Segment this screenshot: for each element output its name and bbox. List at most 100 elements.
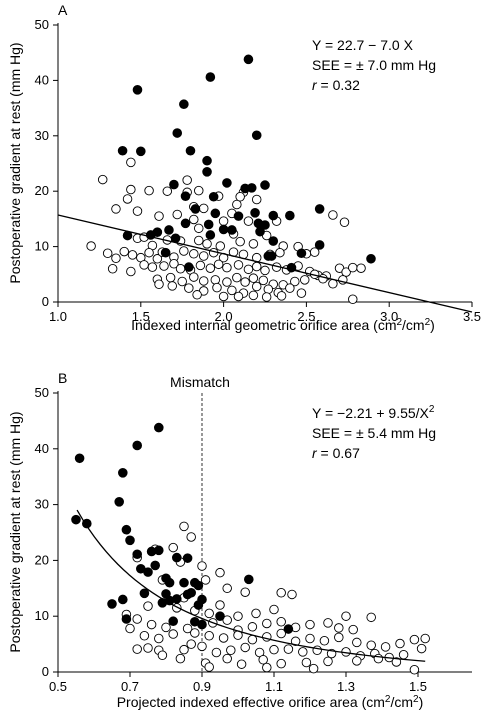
open-data-point [177, 276, 187, 287]
open-data-point [111, 204, 121, 214]
filled-data-point [180, 191, 191, 201]
open-data-point [197, 561, 207, 571]
open-data-point [127, 250, 138, 260]
open-data-point [366, 612, 376, 623]
open-data-point [222, 262, 232, 273]
filled-data-point [202, 155, 212, 166]
filled-data-point [118, 594, 128, 605]
open-data-point [226, 645, 236, 655]
open-data-point [139, 630, 150, 641]
panel-a-regression-line [57, 214, 473, 313]
filled-data-point [169, 179, 179, 190]
open-data-point [205, 263, 216, 273]
open-data-point [222, 653, 232, 664]
open-data-point [248, 239, 259, 249]
panel-b-equation: Y = −2.21 + 9.55/X2 [312, 404, 435, 421]
open-data-point [308, 663, 319, 674]
open-data-point [251, 281, 262, 292]
open-data-point [391, 657, 402, 667]
open-data-point [167, 281, 178, 291]
open-data-point [334, 632, 344, 643]
open-data-point [222, 277, 232, 287]
open-data-point [380, 642, 391, 652]
panel-a-x-tick-label: 3.5 [463, 309, 481, 324]
open-data-point [197, 641, 207, 652]
open-data-point [248, 273, 259, 283]
filled-data-point [186, 587, 196, 598]
filled-data-point [251, 130, 262, 141]
open-data-point [179, 521, 189, 532]
open-data-point [395, 638, 405, 649]
filled-data-point [179, 577, 189, 588]
open-data-point [144, 247, 154, 258]
open-data-point [179, 644, 189, 655]
filled-data-point [172, 552, 182, 563]
filled-data-point [205, 230, 216, 240]
open-data-point [276, 588, 286, 598]
open-data-point [122, 194, 133, 204]
filled-data-point [215, 611, 225, 622]
filled-data-point [260, 220, 270, 230]
open-data-point [233, 291, 244, 302]
open-data-point [247, 622, 258, 632]
filled-data-point [222, 178, 232, 188]
panel-a-y-tick-label: 0 [42, 294, 49, 309]
panel-b-axes: 0 10 20 30 40 50 0.5 0.7 0.9 1.1 1.3 1.5 [35, 385, 472, 694]
open-data-point [132, 206, 143, 216]
filled-data-point [160, 247, 171, 258]
open-data-point [102, 248, 113, 258]
open-data-point [232, 199, 242, 210]
panel-b-x-axis-title: Projected indexed effective orifice area… [117, 694, 424, 710]
panel-b-y-tick-label: 30 [35, 497, 49, 512]
panel-a-y-tick-label: 50 [35, 17, 49, 32]
panel-a-x-tick-label: 2.5 [297, 309, 315, 324]
open-data-point [186, 639, 196, 649]
open-data-point [143, 601, 153, 611]
panel-b-x-tick-label: 0.5 [49, 679, 67, 694]
open-data-point [312, 645, 322, 655]
open-data-point [305, 633, 315, 644]
open-data-point [235, 191, 245, 202]
open-data-point [398, 649, 409, 660]
filled-data-point [190, 204, 201, 214]
open-data-point [144, 185, 154, 196]
open-data-point [285, 283, 295, 293]
open-data-point [194, 235, 204, 246]
panel-a-axes: 0 10 20 30 40 50 1.0 1.5 2.0 2.5 3.0 3.5 [35, 17, 482, 324]
open-data-point [341, 267, 351, 277]
filled-data-point [244, 574, 254, 585]
open-data-point [146, 619, 157, 630]
panel-b-r-label: r [312, 445, 318, 461]
open-data-point [204, 662, 214, 672]
open-data-point [296, 288, 307, 298]
open-data-point [198, 251, 209, 261]
filled-data-point [268, 210, 279, 221]
open-data-point [276, 617, 286, 627]
open-data-point [202, 239, 212, 249]
filled-data-point [184, 262, 194, 272]
open-data-point [420, 633, 430, 644]
filled-data-point [296, 248, 307, 259]
panel-b-x-tick-label: 0.9 [193, 679, 211, 694]
filled-data-point [233, 211, 244, 221]
open-data-point [261, 292, 272, 302]
panel-a-y-tick-label: 10 [35, 239, 49, 254]
open-data-point [222, 615, 232, 625]
open-data-point [168, 542, 178, 553]
open-data-point [258, 275, 269, 286]
open-data-point [356, 263, 366, 273]
filled-data-point [150, 560, 160, 571]
panel-a-letter: A [58, 2, 68, 18]
open-data-point [215, 600, 225, 610]
open-data-point [111, 253, 121, 263]
open-data-point [211, 647, 222, 658]
open-data-point [283, 644, 294, 654]
open-data-point [194, 185, 204, 196]
filled-data-point [314, 240, 325, 250]
panel-b-y-tick-label: 50 [35, 385, 49, 400]
panel-a-y-axis-title: Postoperative gradient at rest (mm Hg) [7, 42, 23, 283]
panel-b-x-tick-label: 1.1 [265, 679, 283, 694]
panel-a-r-value: = 0.32 [317, 77, 360, 93]
panel-a-see: SEE = ± 7.0 mm Hg [312, 57, 436, 73]
open-data-point [139, 260, 149, 270]
